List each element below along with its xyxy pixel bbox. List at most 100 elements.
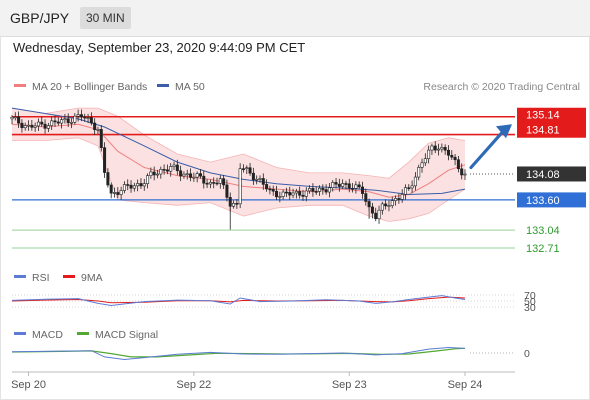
candle xyxy=(30,119,34,131)
candle xyxy=(10,115,14,125)
candle-body xyxy=(347,183,351,189)
candle-body xyxy=(367,201,371,208)
candle-body xyxy=(232,203,236,207)
candle xyxy=(17,111,21,128)
candle xyxy=(413,172,417,191)
ma20-legend-swatch xyxy=(14,84,26,87)
candle-body xyxy=(119,190,123,195)
resistance-label: 135.14 xyxy=(526,110,560,122)
candle xyxy=(331,180,335,192)
candle-body xyxy=(278,196,282,198)
ma50-legend-label: MA 50 xyxy=(175,81,205,93)
candle-body xyxy=(66,118,70,124)
candle-body xyxy=(159,169,163,175)
candle-body xyxy=(265,184,269,190)
candle-body xyxy=(205,182,209,185)
candle xyxy=(169,163,173,177)
candle xyxy=(205,179,209,188)
candle-body xyxy=(189,173,193,178)
candle-body xyxy=(23,125,27,129)
candle xyxy=(410,180,414,193)
candle xyxy=(50,116,54,130)
candle xyxy=(344,180,348,190)
candle-body xyxy=(83,116,87,119)
macd-line xyxy=(11,346,466,361)
candle-body xyxy=(165,169,169,172)
candle-body xyxy=(261,178,265,185)
candle-body xyxy=(36,121,40,127)
candle-body xyxy=(43,123,47,129)
candle-body xyxy=(460,168,464,176)
candle xyxy=(212,177,216,189)
candle-body xyxy=(152,171,156,176)
candle xyxy=(241,164,245,173)
candle-body xyxy=(453,156,457,161)
candle xyxy=(308,185,312,194)
candle-body xyxy=(113,192,117,194)
candle xyxy=(245,165,249,175)
candle-body xyxy=(50,120,54,126)
candle xyxy=(66,113,70,128)
current-price-label-box xyxy=(517,166,586,182)
candle-body xyxy=(463,173,467,176)
candle xyxy=(394,195,398,206)
candle-body xyxy=(215,182,219,185)
candle-body xyxy=(255,178,259,181)
time-axis: Sep 20 Sep 22 Sep 23 Sep 24 xyxy=(11,371,515,391)
bollinger-upper-line xyxy=(11,107,466,179)
candle-body xyxy=(99,129,103,148)
candle-body xyxy=(351,187,355,190)
candle-body xyxy=(30,124,34,128)
candle xyxy=(146,173,150,189)
candle xyxy=(321,184,325,195)
candle xyxy=(79,109,83,122)
candle-body xyxy=(357,184,361,188)
candle-body xyxy=(20,122,24,129)
candle xyxy=(63,114,67,124)
candle-body xyxy=(423,158,427,164)
candle xyxy=(139,178,143,189)
candle-body xyxy=(384,203,388,207)
bollinger-lower-line xyxy=(12,137,466,222)
candle xyxy=(314,186,318,195)
candle-body xyxy=(291,192,295,196)
forecast-arrow-head xyxy=(496,124,512,139)
candle xyxy=(430,143,434,155)
candle-body xyxy=(430,145,434,151)
candle xyxy=(251,167,255,185)
candle-body xyxy=(129,184,133,189)
toolbar: GBP/JPY 30 MIN xyxy=(0,0,590,37)
candle xyxy=(440,143,444,153)
candle-body xyxy=(109,184,113,194)
macd-tick-label: 0 xyxy=(524,348,530,360)
candle xyxy=(347,178,351,193)
interval-button[interactable]: 30 MIN xyxy=(80,7,131,29)
candle xyxy=(113,187,117,198)
candle-body xyxy=(149,171,153,176)
candle xyxy=(76,109,80,122)
candle xyxy=(208,179,212,189)
candle xyxy=(162,164,166,175)
candle xyxy=(232,200,236,209)
candle-body xyxy=(456,159,460,170)
candle-body xyxy=(40,121,44,125)
candle xyxy=(265,179,269,192)
candle-body xyxy=(79,114,83,118)
candle-body xyxy=(331,182,335,189)
candle xyxy=(334,177,338,189)
candle xyxy=(53,115,57,128)
candle-body xyxy=(182,173,186,177)
candle-body xyxy=(106,172,110,186)
time-tick-label: Sep 24 xyxy=(448,379,483,391)
candle-body xyxy=(76,114,80,117)
candle xyxy=(218,175,222,189)
candle-body xyxy=(321,187,325,190)
candle xyxy=(109,182,113,199)
candle-body xyxy=(304,190,308,197)
candle-body xyxy=(397,198,401,200)
candle-body xyxy=(96,129,100,131)
candle xyxy=(281,189,285,200)
candle-body xyxy=(420,162,424,168)
